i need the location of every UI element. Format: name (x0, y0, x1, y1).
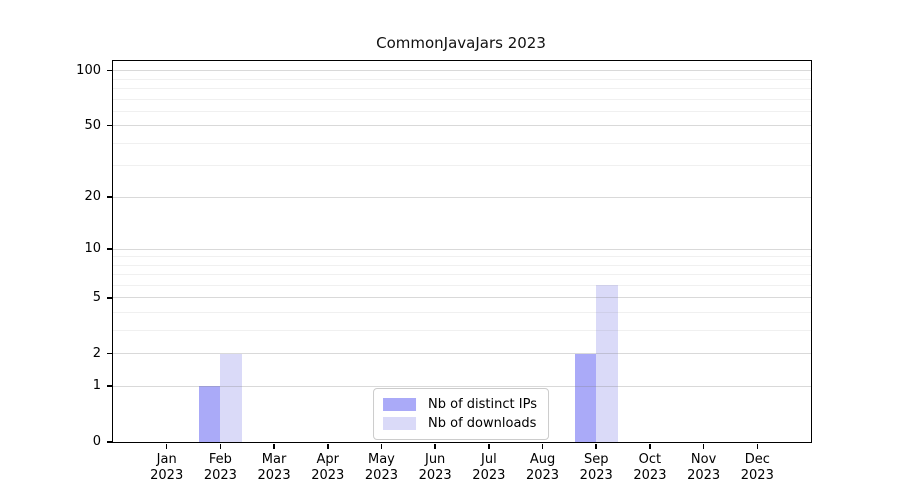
x-tick-year: 2023 (203, 467, 237, 483)
x-tick-month: Jul (481, 451, 497, 467)
x-tick-label: Oct 2023 (615, 452, 685, 484)
x-axis: Jan 2023 Feb 2023 Mar 2023 Apr 2023 May 2023 Jun 20… (113, 443, 811, 494)
x-tick-year: 2023 (472, 467, 506, 483)
y-tick-mark (107, 385, 112, 387)
y-tick-mark (107, 196, 112, 198)
legend: Nb of distinct IPs Nb of downloads (373, 388, 549, 440)
chart-title: CommonJavaJars 2023 (376, 34, 546, 52)
x-tick-month: Oct (638, 451, 662, 467)
x-tick-month: Jan (156, 451, 177, 467)
y-tick-mark (107, 124, 112, 127)
legend-row: Nb of downloads (383, 414, 537, 433)
y-tick-label: 50 (84, 117, 101, 133)
bar (220, 353, 242, 442)
x-tick-label: May 2023 (346, 452, 416, 484)
x-tick-mark (488, 443, 490, 449)
x-tick-year: 2023 (740, 467, 774, 483)
y-tick-label: 10 (84, 241, 101, 257)
x-tick-year: 2023 (364, 467, 398, 483)
y-tick-mark (107, 352, 112, 355)
x-tick-label: Aug 2023 (508, 452, 578, 484)
x-tick-label: Mar 2023 (239, 452, 309, 484)
y-tick-label: 20 (84, 189, 101, 205)
x-tick-month: May (368, 451, 395, 467)
x-tick-year: 2023 (633, 467, 667, 483)
x-tick-label: Sep 2023 (561, 452, 631, 484)
x-tick-year: 2023 (418, 467, 452, 483)
y-tick-label: 0 (92, 434, 101, 449)
x-tick-label: Jul 2023 (454, 452, 524, 484)
bars-layer (113, 61, 811, 442)
bar (596, 285, 618, 442)
x-tick-mark (756, 443, 759, 449)
y-axis: 0 1 2 5 10 20 50 100 (0, 61, 112, 449)
plot-area (112, 60, 812, 443)
legend-label: Nb of distinct IPs (428, 397, 537, 412)
x-tick-mark (595, 443, 597, 449)
bar (198, 386, 221, 442)
x-tick-mark (702, 443, 705, 449)
x-tick-mark (380, 443, 383, 449)
x-tick-year: 2023 (150, 467, 184, 483)
x-tick-month: Jun (424, 451, 446, 467)
legend-label: Nb of downloads (428, 416, 537, 431)
x-tick-label: Feb 2023 (185, 452, 255, 484)
x-tick-year: 2023 (579, 467, 613, 483)
x-tick-label: Apr 2023 (293, 452, 363, 484)
x-tick-year: 2023 (311, 467, 345, 483)
x-tick-month: Aug (529, 451, 556, 467)
x-tick-mark (649, 443, 651, 449)
x-tick-label: Dec 2023 (722, 452, 792, 484)
x-tick-mark (165, 443, 168, 449)
x-tick-month: Mar (261, 451, 287, 467)
x-tick-month: Sep (583, 451, 609, 467)
x-tick-year: 2023 (687, 467, 721, 483)
y-tick-label: 100 (76, 62, 101, 78)
legend-swatch (383, 398, 417, 411)
bar (574, 353, 597, 442)
x-tick-month: Apr (316, 451, 340, 467)
x-tick-label: Jun 2023 (400, 452, 470, 484)
x-tick-label: Jan 2023 (132, 452, 202, 484)
legend-row: Nb of distinct IPs (383, 395, 537, 414)
x-tick-mark (434, 443, 436, 449)
x-tick-mark (273, 443, 275, 449)
x-tick-month: Feb (208, 451, 232, 467)
x-tick-mark (219, 443, 222, 449)
x-tick-year: 2023 (525, 467, 560, 483)
x-tick-year: 2023 (257, 467, 291, 483)
x-tick-label: Nov 2023 (669, 452, 739, 484)
y-tick-mark (107, 248, 112, 250)
x-tick-mark (541, 443, 544, 449)
legend-swatch (383, 417, 417, 430)
x-tick-month: Nov (690, 451, 717, 467)
y-tick-mark (107, 69, 112, 72)
y-tick-label: 5 (92, 289, 101, 305)
x-tick-mark (327, 443, 329, 449)
x-tick-month: Dec (744, 451, 770, 467)
y-tick-label: 1 (92, 378, 101, 394)
y-tick-mark (107, 441, 112, 443)
y-tick-label: 2 (92, 345, 101, 361)
y-tick-mark (107, 297, 112, 299)
